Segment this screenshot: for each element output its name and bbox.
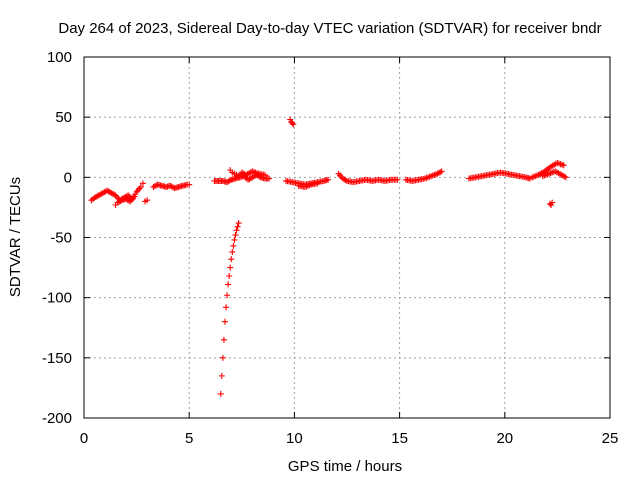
data-point [137,183,144,190]
data-point [223,304,230,311]
data-point [225,281,232,288]
data-point [139,180,146,187]
data-point [232,232,239,239]
data-points [88,116,569,397]
data-point [325,176,332,183]
data-point [186,181,193,188]
data-point [224,292,231,299]
data-point [231,236,238,243]
data-point [342,177,349,184]
data-point [235,220,242,227]
data-point [218,372,225,379]
data-point [131,193,138,200]
y-tick-label: -50 [50,230,72,247]
y-tick-label: 0 [64,169,72,186]
data-point [229,248,236,255]
x-tick-label: 15 [391,430,408,447]
y-tick-label: -200 [42,410,72,427]
data-point [144,197,151,204]
data-point [561,173,568,180]
data-point [234,223,241,230]
data-point [230,242,237,249]
data-point [125,197,132,204]
chart-title: Day 264 of 2023, Sidereal Day-to-day VTE… [58,20,601,37]
y-tick-label: 50 [55,109,72,126]
data-point [549,199,556,206]
data-point [290,121,297,128]
y-tick-label: 100 [47,49,72,66]
y-tick-label: -100 [42,290,72,307]
data-point [233,227,240,234]
axis-ticks [83,56,611,419]
data-point [438,168,445,175]
x-tick-label: 5 [185,430,193,447]
y-tick-label: -150 [42,350,72,367]
plot-frame [83,56,611,419]
data-point [562,174,569,181]
data-point [117,197,124,204]
data-point [217,390,224,397]
data-point [394,176,401,183]
data-point [437,169,444,176]
x-axis-label: GPS time / hours [288,458,402,475]
data-point [226,273,233,280]
data-point [220,336,227,343]
x-tick-label: 20 [496,430,513,447]
data-point [228,256,235,263]
data-point [227,264,234,271]
x-tick-label: 25 [602,430,619,447]
data-point [289,120,296,127]
y-axis-label: SDTVAR / TECUs [7,177,24,297]
tick-labels: 0 5 10 15 20 25 100 50 0 -50 -100 -150 -200 [42,49,618,447]
data-point [261,171,268,178]
data-point [226,177,233,184]
data-point [219,354,226,361]
data-point [266,175,273,182]
data-point [314,180,321,187]
x-tick-label: 10 [286,430,303,447]
data-point [221,318,228,325]
grid-lines [84,57,610,418]
data-point [560,162,567,169]
x-tick-label: 0 [80,430,88,447]
